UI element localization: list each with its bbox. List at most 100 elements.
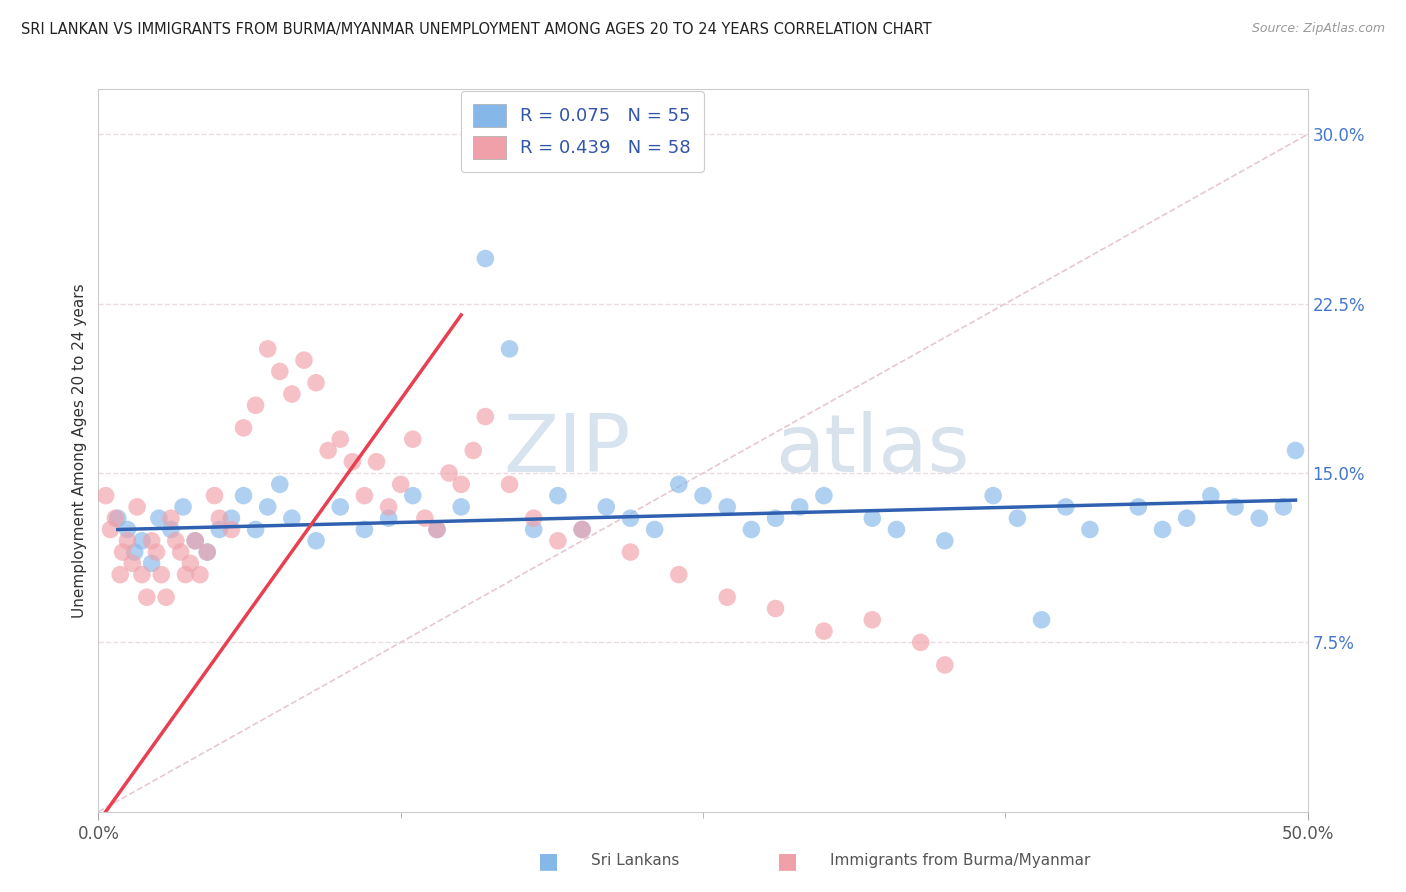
Point <box>124 545 146 559</box>
Text: atlas: atlas <box>776 411 970 490</box>
Point <box>860 613 883 627</box>
Point <box>1199 489 1222 503</box>
Point <box>668 477 690 491</box>
Y-axis label: Unemployment Among Ages 20 to 24 years: Unemployment Among Ages 20 to 24 years <box>72 283 87 618</box>
Point <box>195 545 218 559</box>
Point <box>740 523 762 537</box>
Point <box>232 489 254 503</box>
Text: ■: ■ <box>778 851 797 871</box>
Point <box>316 443 339 458</box>
Point <box>716 500 738 514</box>
Point <box>450 477 472 491</box>
Point <box>208 523 231 537</box>
Point <box>108 567 131 582</box>
Point <box>547 533 569 548</box>
Point <box>208 511 231 525</box>
Text: SRI LANKAN VS IMMIGRANTS FROM BURMA/MYANMAR UNEMPLOYMENT AMONG AGES 20 TO 24 YEA: SRI LANKAN VS IMMIGRANTS FROM BURMA/MYAN… <box>21 22 932 37</box>
Point <box>523 511 546 525</box>
Point <box>179 557 201 571</box>
Point <box>402 432 425 446</box>
Point <box>1054 500 1077 514</box>
Point <box>498 342 520 356</box>
Point <box>174 567 197 582</box>
Point <box>981 489 1004 503</box>
Point <box>450 500 472 514</box>
Point <box>474 409 496 424</box>
Point <box>1175 511 1198 525</box>
Point <box>269 364 291 378</box>
Point <box>426 523 449 537</box>
Point <box>765 601 787 615</box>
Point <box>232 421 254 435</box>
Point <box>305 533 328 548</box>
Point <box>716 591 738 605</box>
Point <box>1031 613 1053 627</box>
Point <box>188 567 211 582</box>
Point <box>329 500 352 514</box>
Point <box>426 523 449 537</box>
Point <box>474 252 496 266</box>
Point <box>789 500 811 514</box>
Point <box>1284 443 1306 458</box>
Point <box>934 657 956 672</box>
Point <box>107 511 129 525</box>
Point <box>765 511 787 525</box>
Point <box>221 511 243 525</box>
Point <box>644 523 666 537</box>
Point <box>413 511 436 525</box>
Point <box>547 489 569 503</box>
Point <box>910 635 932 649</box>
Text: ■: ■ <box>538 851 558 871</box>
Point <box>150 567 173 582</box>
Point <box>523 523 546 537</box>
Point <box>221 523 243 537</box>
Point <box>135 591 157 605</box>
Point <box>353 489 375 503</box>
Point <box>860 511 883 525</box>
Text: Sri Lankans: Sri Lankans <box>591 854 679 868</box>
Point <box>292 353 315 368</box>
Point <box>329 432 352 446</box>
Point <box>165 533 187 548</box>
Point <box>692 489 714 503</box>
Point <box>269 477 291 491</box>
Point <box>195 545 218 559</box>
Point <box>619 511 641 525</box>
Point <box>571 523 593 537</box>
Point <box>256 342 278 356</box>
Point <box>619 545 641 559</box>
Point <box>148 511 170 525</box>
Point <box>155 591 177 605</box>
Point <box>184 533 207 548</box>
Point <box>886 523 908 537</box>
Point <box>934 533 956 548</box>
Point <box>169 545 191 559</box>
Point <box>668 567 690 582</box>
Point <box>1249 511 1271 525</box>
Point <box>813 489 835 503</box>
Point <box>141 557 163 571</box>
Point <box>256 500 278 514</box>
Point <box>127 500 149 514</box>
Point <box>377 511 399 525</box>
Point <box>463 443 485 458</box>
Point <box>281 511 304 525</box>
Point <box>111 545 134 559</box>
Point <box>1128 500 1150 514</box>
Point <box>160 511 183 525</box>
Point <box>131 533 153 548</box>
Point <box>1007 511 1029 525</box>
Point <box>141 533 163 548</box>
Point <box>1223 500 1246 514</box>
Point <box>117 533 139 548</box>
Point <box>131 567 153 582</box>
Point <box>498 477 520 491</box>
Text: Immigrants from Burma/Myanmar: Immigrants from Burma/Myanmar <box>830 854 1090 868</box>
Point <box>1272 500 1295 514</box>
Point <box>204 489 226 503</box>
Point <box>595 500 617 514</box>
Point <box>571 523 593 537</box>
Point <box>184 533 207 548</box>
Legend: R = 0.075   N = 55, R = 0.439   N = 58: R = 0.075 N = 55, R = 0.439 N = 58 <box>461 91 703 172</box>
Text: Source: ZipAtlas.com: Source: ZipAtlas.com <box>1251 22 1385 36</box>
